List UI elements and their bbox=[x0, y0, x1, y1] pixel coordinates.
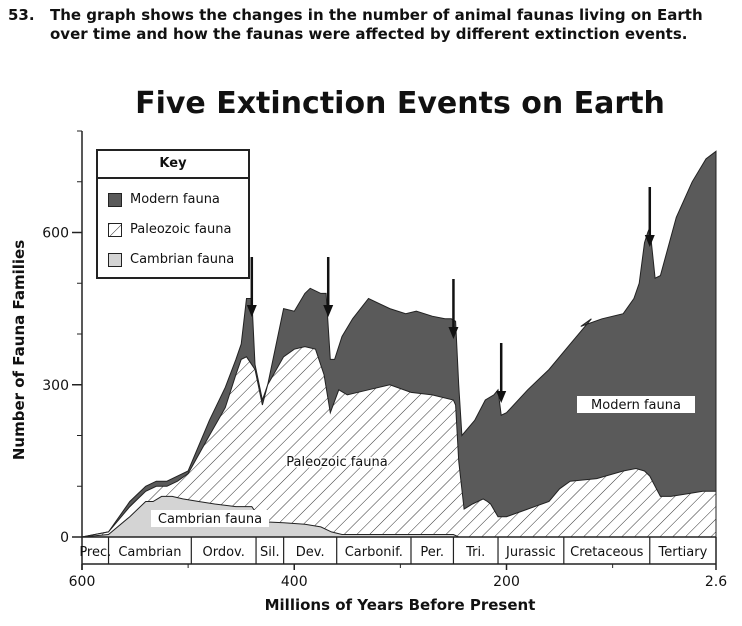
series-area-paleozoic bbox=[81, 346, 717, 538]
region-label-paleozoic: Paleozoic fauna bbox=[286, 455, 387, 470]
legend-title: Key bbox=[98, 151, 248, 179]
extinction-arrow bbox=[448, 279, 459, 339]
extinction-arrow bbox=[644, 187, 655, 247]
legend-swatch-modern bbox=[108, 193, 122, 207]
region-label-bg bbox=[151, 510, 269, 527]
region-label-bg bbox=[577, 396, 695, 413]
x-tick-label: 2.6 bbox=[705, 574, 727, 590]
legend-label-modern: Modern fauna bbox=[130, 192, 220, 207]
extinction-arrow bbox=[323, 257, 334, 317]
period-label: Tri. bbox=[465, 545, 485, 560]
question-text: The graph shows the changes in the numbe… bbox=[50, 6, 703, 43]
x-tick-label: 400 bbox=[281, 574, 308, 590]
period-label: Ordov. bbox=[203, 545, 245, 560]
x-tick-label: 200 bbox=[493, 574, 520, 590]
legend-swatch-paleozoic bbox=[108, 223, 122, 237]
y-tick-label: 300 bbox=[42, 378, 69, 394]
period-label: Sil. bbox=[260, 545, 280, 560]
period-label: Tertiary bbox=[658, 545, 708, 560]
arrow-head bbox=[323, 305, 334, 317]
legend-item-paleozoic: Paleozoic fauna bbox=[108, 222, 231, 240]
legend-item-modern: Modern fauna bbox=[108, 192, 220, 210]
arrow-head bbox=[448, 327, 459, 339]
period-label: Cambrian bbox=[118, 545, 181, 560]
period-label: Cretaceous bbox=[570, 545, 644, 560]
period-label: Dev. bbox=[296, 545, 325, 560]
region-label-modern: Modern fauna bbox=[591, 398, 681, 413]
legend: Key Modern fauna Paleozoic fauna Cambria… bbox=[96, 149, 250, 279]
arrow-head bbox=[246, 305, 257, 317]
legend-label-paleozoic: Paleozoic fauna bbox=[130, 222, 232, 237]
region-label-cambrian: Cambrian fauna bbox=[158, 512, 262, 527]
legend-label-cambrian: Cambrian fauna bbox=[130, 252, 235, 267]
x-axis-label: Millions of Years Before Present bbox=[264, 596, 536, 614]
extinction-arrow bbox=[496, 343, 507, 403]
chart-title: Five Extinction Events on Earth bbox=[135, 86, 665, 121]
arrow-head bbox=[496, 391, 507, 403]
extinction-arrow bbox=[246, 257, 257, 317]
period-label: Jurassic bbox=[505, 545, 556, 560]
arrow-head bbox=[644, 235, 655, 247]
y-tick-label: 600 bbox=[42, 226, 69, 242]
period-label: Carbonif. bbox=[345, 545, 403, 560]
legend-swatch-cambrian bbox=[108, 253, 122, 267]
question-number: 53. bbox=[8, 6, 35, 24]
y-tick-label: 0 bbox=[60, 530, 69, 546]
y-axis-label: Number of Fauna Families bbox=[10, 239, 28, 461]
period-label: Prec. bbox=[79, 545, 111, 560]
period-label: Per. bbox=[420, 545, 444, 560]
legend-item-cambrian: Cambrian fauna bbox=[108, 252, 234, 270]
x-tick-label: 600 bbox=[69, 574, 96, 590]
